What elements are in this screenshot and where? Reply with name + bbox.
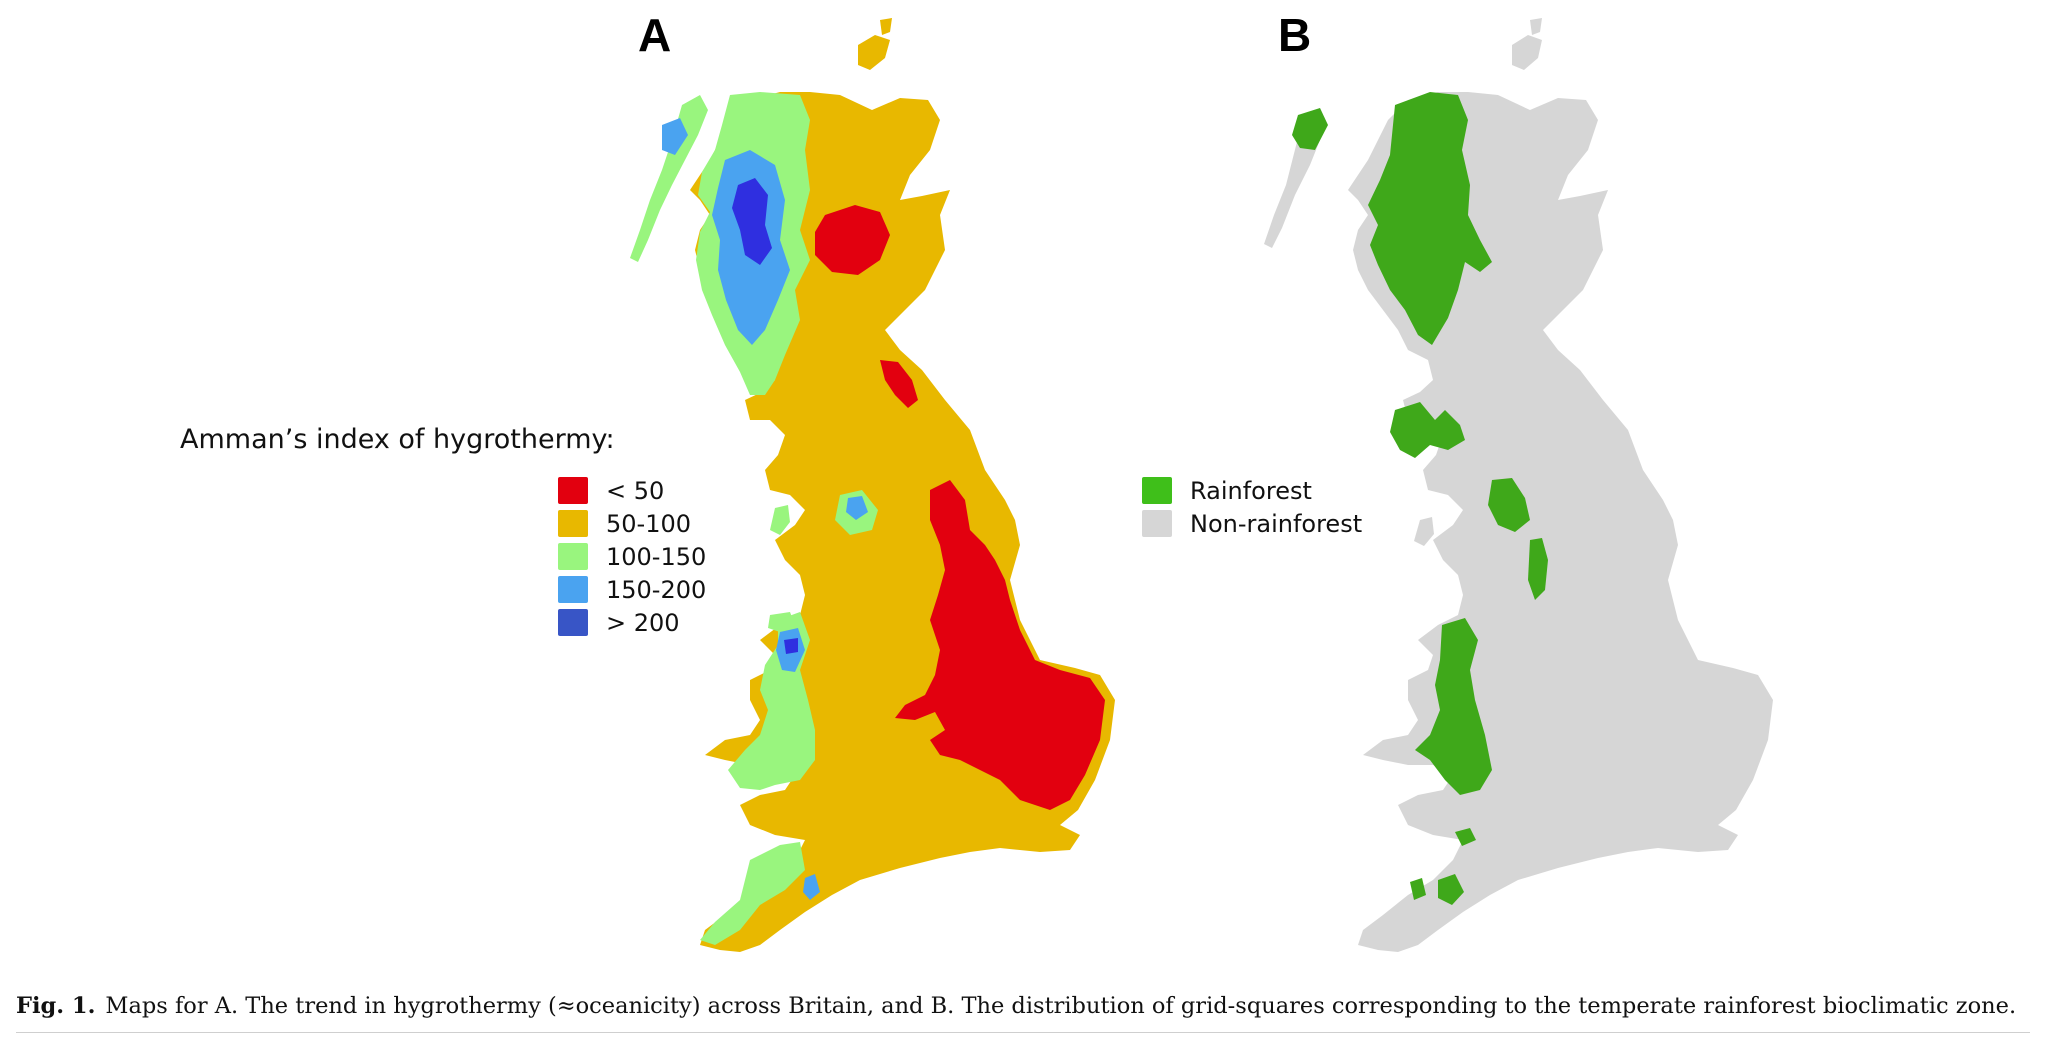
legend-swatch — [558, 576, 588, 603]
hygrothermy-zones-a — [662, 92, 1105, 945]
shetland-b — [1530, 18, 1542, 35]
zone-highlands-red — [815, 205, 890, 275]
legend-label: Rainforest — [1190, 476, 1312, 505]
figure-caption-text: Maps for A. The trend in hygrothermy (≈o… — [105, 993, 2017, 1019]
rainforest-west-highlands — [1368, 92, 1492, 345]
rainforest-legend: Rainforest Non-rainforest — [1142, 474, 1362, 540]
rainforest-map — [1264, 18, 1773, 952]
rainforest-pennine-strip — [1528, 538, 1548, 600]
zone-snowdonia-darkblue — [784, 638, 798, 654]
zone-lakes-lightblue — [846, 496, 868, 520]
legend-item: 100-150 — [558, 540, 706, 573]
zone-dartmoor-lightblue — [803, 874, 820, 900]
rainforest-lakes — [1488, 478, 1530, 532]
orkney-b — [1512, 35, 1542, 70]
panel-a-label: A — [638, 9, 672, 61]
legend-item: 150-200 — [558, 573, 706, 606]
legend-label: Non-rainforest — [1190, 509, 1363, 538]
zone-west-highlands-darkblue — [732, 178, 772, 265]
legend-item: > 200 — [558, 606, 706, 639]
legend-label: 100-150 — [606, 542, 707, 571]
zone-north-red — [880, 360, 918, 408]
hygrothermy-legend: < 50 50-100 100-150 150-200 > 200 — [558, 474, 706, 639]
legend-label: 150-200 — [606, 575, 707, 604]
zone-skye-lightblue — [662, 118, 688, 155]
hygrothermy-map — [630, 18, 1115, 952]
legend-a-title: Amman’s index of hygrothermy: — [180, 424, 615, 455]
legend-item: Rainforest — [1142, 474, 1362, 507]
zone-southwest-green — [700, 842, 805, 945]
rainforest-cornwall — [1410, 878, 1426, 900]
isle-of-man-a — [770, 505, 790, 535]
panel-b-label: B — [1278, 9, 1312, 61]
rainforest-wales — [1415, 618, 1492, 795]
rainforest-argyll — [1390, 402, 1465, 458]
outer-hebrides-b — [1264, 122, 1320, 248]
legend-item: Non-rainforest — [1142, 507, 1362, 540]
legend-swatch — [558, 477, 588, 504]
legend-label: < 50 — [606, 476, 665, 505]
legend-swatch — [558, 543, 588, 570]
orkney-a — [858, 35, 890, 70]
legend-swatch — [1142, 477, 1172, 504]
outer-hebrides-a — [630, 95, 708, 262]
zone-east-england-red — [895, 480, 1105, 810]
isle-of-man-b — [1414, 517, 1434, 546]
legend-swatch — [558, 510, 588, 537]
legend-swatch — [1142, 510, 1172, 537]
figure-caption: Fig. 1. Maps for A. The trend in hygrothe… — [16, 993, 2030, 1019]
shetland-a — [880, 18, 892, 35]
legend-item: < 50 — [558, 474, 706, 507]
figure-caption-label: Fig. 1. — [16, 993, 96, 1019]
legend-label: 50-100 — [606, 509, 692, 538]
rainforest-zones-b — [1292, 92, 1548, 905]
caption-divider — [16, 1032, 2030, 1033]
legend-label: > 200 — [606, 608, 680, 637]
rainforest-dartmoor — [1438, 874, 1464, 905]
legend-swatch — [558, 609, 588, 636]
legend-item: 50-100 — [558, 507, 706, 540]
rainforest-exmoor — [1455, 828, 1476, 846]
rainforest-skye — [1292, 108, 1328, 150]
